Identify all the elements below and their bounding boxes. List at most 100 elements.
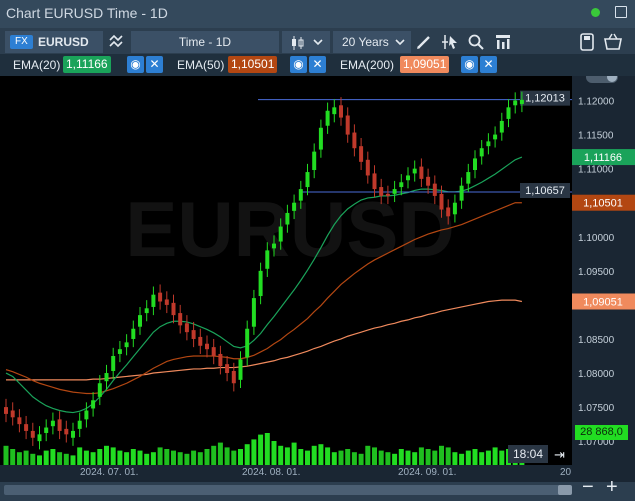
ema50-remove-close-icon[interactable]: ✕ xyxy=(309,56,326,73)
candle-body xyxy=(191,330,196,339)
volume-bar xyxy=(191,450,197,465)
ema200-line xyxy=(6,299,523,381)
price-axis[interactable]: 1.120001.115001.110001.105001.100001.095… xyxy=(572,71,635,465)
price-line-label-bg xyxy=(520,183,570,199)
go-to-latest-arrow-icon[interactable]: ⇥ xyxy=(554,447,565,462)
candle-body xyxy=(84,410,89,420)
chevron-down-icon xyxy=(313,34,323,56)
volume-bar xyxy=(452,452,458,465)
volume-bar xyxy=(258,434,264,465)
candle-body xyxy=(178,313,183,326)
volume-bar xyxy=(318,444,324,465)
compare-icon[interactable] xyxy=(108,33,126,51)
volume-bar xyxy=(77,447,83,465)
candle-body xyxy=(265,250,270,269)
candle-body xyxy=(372,173,377,190)
candle-body xyxy=(231,370,236,384)
timeframe-selector[interactable]: Time - 1D xyxy=(131,31,279,53)
candle-body xyxy=(519,99,524,104)
ema200-remove-close-icon[interactable]: ✕ xyxy=(480,56,497,73)
chart-area[interactable]: EURUSD 1,12013 1,10657 xyxy=(0,76,572,465)
candle-body xyxy=(258,270,263,297)
search-icon[interactable] xyxy=(467,33,485,56)
candle-body xyxy=(312,151,317,171)
y-tick-label: 1.07000 xyxy=(578,437,615,448)
candle-body xyxy=(466,172,471,184)
ema50-visibility-eye-icon[interactable]: ◉ xyxy=(290,56,307,73)
candle-body xyxy=(365,159,370,176)
volume-bar xyxy=(311,445,317,465)
ema20-visibility-eye-icon[interactable]: ◉ xyxy=(127,56,144,73)
y-tick-label: 1.11000 xyxy=(578,165,614,176)
ema200-visibility-eye-icon[interactable]: ◉ xyxy=(461,56,478,73)
ema50-axis-label: 1,10501 xyxy=(583,198,623,210)
zoom-out-icon[interactable]: − xyxy=(582,476,594,498)
title-bar: Chart EURUSD Time - 1D xyxy=(0,0,635,28)
candle-body xyxy=(218,353,223,367)
toolbar: FX EURUSD Time - 1D 20 Years xyxy=(0,28,635,56)
volume-bar xyxy=(412,452,418,465)
volume-bar xyxy=(298,449,304,465)
y-tick-label: 1.08000 xyxy=(578,369,615,380)
volume-bar xyxy=(392,453,398,465)
candle-body xyxy=(506,107,511,119)
ema20-label: EMA(20) xyxy=(13,58,61,72)
ema50-label: EMA(50) xyxy=(177,58,225,72)
range-label: 20 Years xyxy=(342,35,389,49)
time-axis[interactable]: 2024. 07. 01. 2024. 08. 01. 2024. 09. 01… xyxy=(0,465,635,482)
volume-bar xyxy=(244,444,250,465)
window-title: Chart EURUSD Time - 1D xyxy=(6,5,168,21)
volume-bar xyxy=(204,449,210,465)
candle-body xyxy=(379,187,384,196)
ema50-line xyxy=(5,202,522,395)
candle-body xyxy=(345,115,350,135)
save-icon[interactable] xyxy=(579,33,595,56)
candle-body xyxy=(513,100,518,106)
candle-body xyxy=(164,299,169,305)
volume-bar xyxy=(432,450,438,465)
candle-body xyxy=(37,434,42,442)
symbol-selector[interactable]: FX EURUSD xyxy=(5,31,103,53)
x-tick-label: 20 xyxy=(560,467,572,478)
candle-body xyxy=(171,302,176,316)
basket-icon[interactable] xyxy=(603,33,623,56)
candle-body xyxy=(144,308,149,314)
x-tick-label: 2024. 08. 01. xyxy=(242,467,301,478)
volume-bar xyxy=(63,453,69,465)
volume-bar xyxy=(305,450,310,465)
zoom-in-icon[interactable]: + xyxy=(606,476,618,498)
volume-bar xyxy=(325,447,331,465)
candle-body xyxy=(406,175,410,181)
volume-bar xyxy=(365,445,371,465)
price-chart[interactable]: EURUSD 1,12013 1,10657 xyxy=(0,76,572,465)
range-selector[interactable]: 20 Years xyxy=(333,31,411,53)
horizontal-scrollbar[interactable] xyxy=(4,485,570,495)
candle-body xyxy=(439,193,444,210)
scrollbar-end-handle[interactable] xyxy=(558,485,572,495)
ema20-axis-label: 1,11166 xyxy=(584,152,622,164)
volume-bar xyxy=(231,450,237,465)
indicators-icon[interactable] xyxy=(494,33,512,56)
volume-bar xyxy=(137,450,143,465)
ema200-axis-label: 1,09051 xyxy=(583,296,623,308)
chart-type-selector[interactable] xyxy=(282,31,330,53)
scale-toggle[interactable] xyxy=(586,71,618,83)
volume-bar xyxy=(150,452,156,465)
candle-body xyxy=(158,292,163,302)
volume-bar xyxy=(157,447,163,465)
volume-bar xyxy=(378,450,384,465)
volume-bar xyxy=(499,450,505,465)
volume-bar xyxy=(439,445,444,465)
volume-bar xyxy=(70,455,76,465)
volume-bar xyxy=(465,450,471,465)
symbol-label: EURUSD xyxy=(38,35,89,49)
candle-body xyxy=(238,359,243,380)
close-icon[interactable] xyxy=(615,6,627,18)
y-tick-label: 1.07500 xyxy=(578,403,615,414)
pencil-icon[interactable] xyxy=(415,33,433,56)
ema20-axis-marker xyxy=(572,149,635,166)
y-tick-label: 1.10000 xyxy=(578,233,615,244)
ema20-remove-close-icon[interactable]: ✕ xyxy=(146,56,163,73)
cursor-tool-icon[interactable] xyxy=(441,33,459,56)
candle-body xyxy=(339,105,343,118)
